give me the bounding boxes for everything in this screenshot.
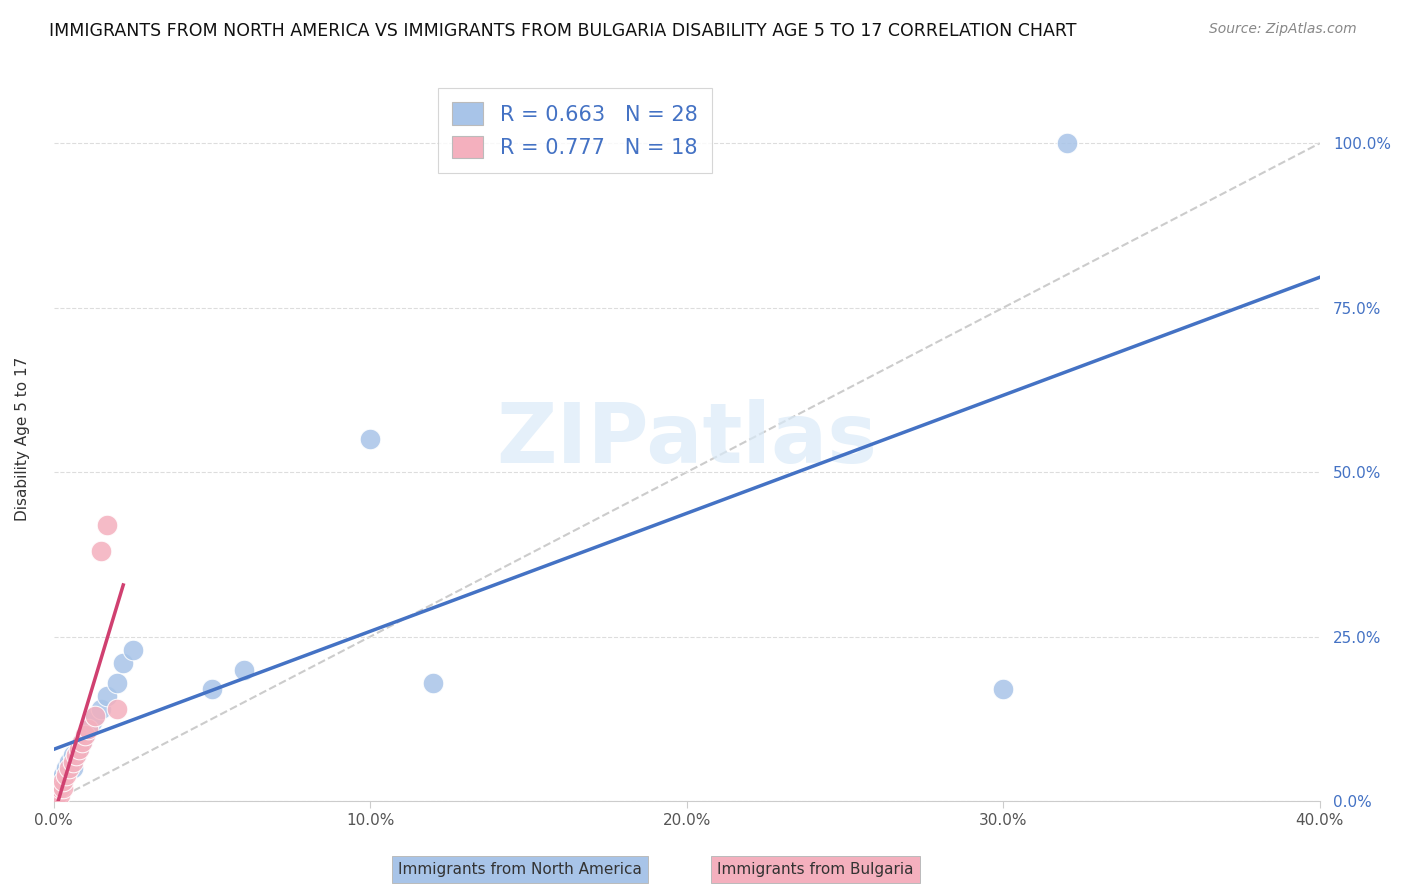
Point	[80, 715, 103, 730]
Point	[112, 656, 135, 670]
Point	[58, 755, 80, 769]
Point	[49, 780, 72, 795]
Point	[105, 675, 128, 690]
Point	[62, 748, 84, 763]
Point	[83, 708, 105, 723]
Point	[75, 728, 97, 742]
Point	[67, 741, 90, 756]
Point	[96, 689, 118, 703]
Point	[55, 761, 77, 775]
Point	[45, 788, 67, 802]
Text: IMMIGRANTS FROM NORTH AMERICA VS IMMIGRANTS FROM BULGARIA DISABILITY AGE 5 TO 17: IMMIGRANTS FROM NORTH AMERICA VS IMMIGRA…	[49, 22, 1077, 40]
Point	[105, 702, 128, 716]
Point	[52, 774, 75, 789]
Point	[52, 780, 75, 795]
Point	[45, 780, 67, 795]
Point	[90, 702, 112, 716]
Text: Immigrants from North America: Immigrants from North America	[398, 863, 643, 877]
Point	[70, 735, 93, 749]
Point	[422, 675, 444, 690]
Point	[359, 432, 381, 446]
Point	[62, 755, 84, 769]
Point	[52, 768, 75, 782]
Point	[201, 682, 224, 697]
Point	[58, 761, 80, 775]
Point	[90, 544, 112, 558]
Point	[52, 774, 75, 789]
Point	[70, 735, 93, 749]
Point	[83, 708, 105, 723]
Point	[993, 682, 1015, 697]
Point	[77, 722, 100, 736]
Point	[45, 788, 67, 802]
Point	[49, 774, 72, 789]
Point	[62, 761, 84, 775]
Point	[65, 748, 87, 763]
Point	[49, 788, 72, 802]
Point	[96, 517, 118, 532]
Point	[75, 728, 97, 742]
Point	[121, 642, 143, 657]
Point	[67, 741, 90, 756]
Point	[45, 780, 67, 795]
Text: Source: ZipAtlas.com: Source: ZipAtlas.com	[1209, 22, 1357, 37]
Legend: R = 0.663   N = 28, R = 0.777   N = 18: R = 0.663 N = 28, R = 0.777 N = 18	[437, 87, 713, 173]
Y-axis label: Disability Age 5 to 17: Disability Age 5 to 17	[15, 357, 30, 522]
Point	[65, 748, 87, 763]
Point	[1056, 136, 1078, 151]
Point	[49, 780, 72, 795]
Point	[55, 768, 77, 782]
Point	[232, 663, 254, 677]
Point	[77, 722, 100, 736]
Text: ZIPatlas: ZIPatlas	[496, 399, 877, 480]
Text: Immigrants from Bulgaria: Immigrants from Bulgaria	[717, 863, 914, 877]
